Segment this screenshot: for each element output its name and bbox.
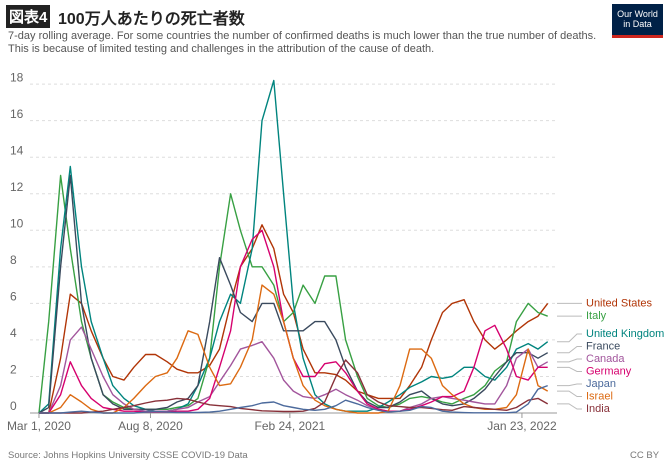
y-tick-label: 18 <box>10 70 24 84</box>
y-tick-label: 10 <box>10 216 24 230</box>
series-line <box>39 384 548 414</box>
x-tick-label: Aug 8, 2020 <box>118 419 183 433</box>
y-tick-label: 2 <box>10 363 17 377</box>
y-tick-label: 8 <box>10 253 17 267</box>
label-connector <box>557 333 582 343</box>
x-tick-label: Jan 23, 2022 <box>487 419 557 433</box>
series-line <box>39 326 549 414</box>
x-tick-label: Feb 24, 2021 <box>254 419 325 433</box>
legend-label: France <box>586 340 620 352</box>
legend-label: United States <box>586 297 653 309</box>
chart-title: 100万人あたりの死亡者数 <box>58 11 245 28</box>
series-line <box>38 79 549 414</box>
label-connector <box>557 403 582 410</box>
label-connector <box>557 358 582 363</box>
chart-subtitle: 7-day rolling average. For some countrie… <box>8 30 597 55</box>
label-connector <box>557 346 582 354</box>
series-line <box>39 229 548 414</box>
logo[interactable]: Our World in Data <box>612 4 663 38</box>
y-tick-label: 16 <box>10 107 24 121</box>
y-tick-label: 14 <box>10 143 24 157</box>
y-tick-label: 0 <box>10 399 17 413</box>
legend-label: Japan <box>586 378 616 390</box>
logo-text: in Data <box>623 19 652 29</box>
y-tick-label: 12 <box>10 180 24 194</box>
x-tick-label: Mar 1, 2020 <box>7 419 71 433</box>
legend-label: United Kingdom <box>586 328 664 340</box>
logo-text: Our World <box>617 9 658 19</box>
y-tick-label: 4 <box>10 326 17 340</box>
legend-label: Germany <box>586 365 632 377</box>
source: Source: Johns Hopkins University CSSE CO… <box>8 450 248 461</box>
legend-label: India <box>586 403 611 415</box>
series-line <box>39 359 549 414</box>
legend-label: Israel <box>586 390 613 402</box>
label-connector <box>557 383 582 387</box>
license[interactable]: CC BY <box>630 450 660 461</box>
label-connector <box>557 366 582 372</box>
series-line <box>39 224 549 414</box>
figure-label: 図表4 <box>6 5 51 28</box>
y-tick-label: 6 <box>10 290 17 304</box>
legend-label: Canada <box>586 353 625 365</box>
legend-label: Italy <box>586 310 607 322</box>
label-connector <box>557 390 582 397</box>
